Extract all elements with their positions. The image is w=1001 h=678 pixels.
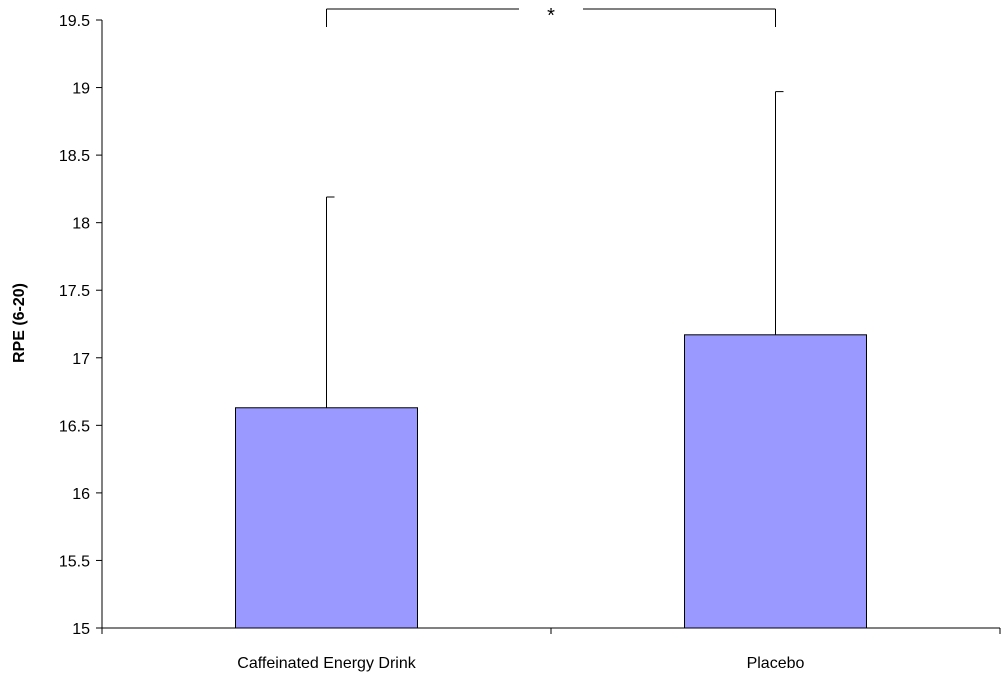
y-tick-label: 19: [72, 81, 90, 98]
y-tick-label: 19.5: [59, 13, 90, 30]
y-axis-label: RPE (6-20): [11, 283, 28, 363]
bar: [684, 334, 867, 629]
bar: [235, 407, 418, 629]
y-tick-label: 16: [72, 486, 90, 503]
y-tick-label: 17.5: [59, 283, 90, 300]
y-tick-label: 16.5: [59, 418, 90, 435]
category-label: Placebo: [747, 655, 805, 672]
y-tick-label: 18.5: [59, 148, 90, 165]
y-tick-label: 18: [72, 216, 90, 233]
plot-area: 15 15.5 16 16.5 17 17.5 18 18.5 19 19.5 Caffeinate…: [59, 5, 1001, 672]
y-tick-label: 15: [72, 621, 90, 638]
y-tick-label: 17: [72, 351, 90, 368]
y-tick-label: 15.5: [59, 553, 90, 570]
category-label: Caffeinated Energy Drink: [237, 655, 416, 672]
significance-label: *: [547, 5, 555, 27]
